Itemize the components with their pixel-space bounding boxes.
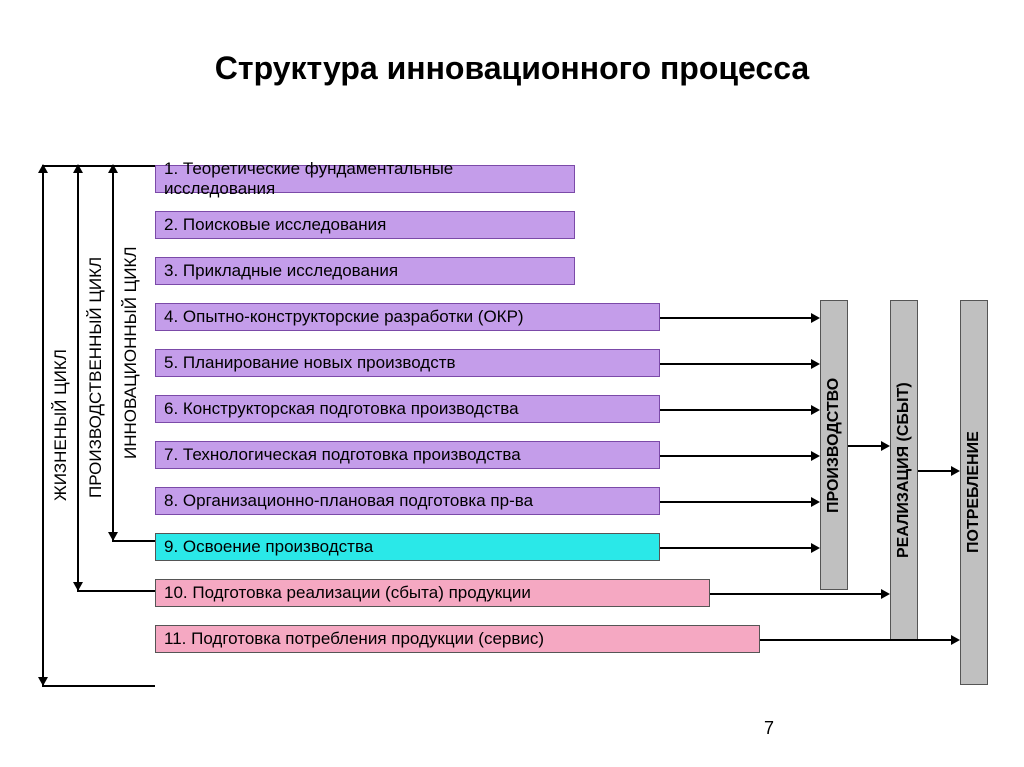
stage-5: 5. Планирование новых производств <box>155 349 660 377</box>
stage-3: 3. Прикладные исследования <box>155 257 575 285</box>
stage-7: 7. Технологическая подготовка производст… <box>155 441 660 469</box>
cycle-label-2: ИННОВАЦИОННЫЙ ЦИКЛ <box>120 165 142 540</box>
vertical-realization: РЕАЛИЗАЦИЯ (СБЫТ) <box>890 300 918 640</box>
stage-1: 1. Теоретические фундаментальные исследо… <box>155 165 575 193</box>
stage-9: 9. Освоение производства <box>155 533 660 561</box>
stage-6: 6. Конструкторская подготовка производст… <box>155 395 660 423</box>
cycle-label-1: ПРОИЗВОДСТВЕННЫЙ ЦИКЛ <box>85 165 107 590</box>
vertical-consumption: ПОТРЕБЛЕНИЕ <box>960 300 988 685</box>
vertical-production: ПРОИЗВОДСТВО <box>820 300 848 590</box>
page-number: 7 <box>764 718 774 739</box>
stage-10: 10. Подготовка реализации (сбыта) продук… <box>155 579 710 607</box>
stage-4: 4. Опытно-конструкторские разработки (ОК… <box>155 303 660 331</box>
stage-11: 11. Подготовка потребления продукции (се… <box>155 625 760 653</box>
stage-8: 8. Организационно-плановая подготовка пр… <box>155 487 660 515</box>
cycle-label-0: ЖИЗНЕНЫЙ ЦИКЛ <box>50 165 72 685</box>
stage-2: 2. Поисковые исследования <box>155 211 575 239</box>
slide-title: Структура инновационного процесса <box>0 50 1024 87</box>
